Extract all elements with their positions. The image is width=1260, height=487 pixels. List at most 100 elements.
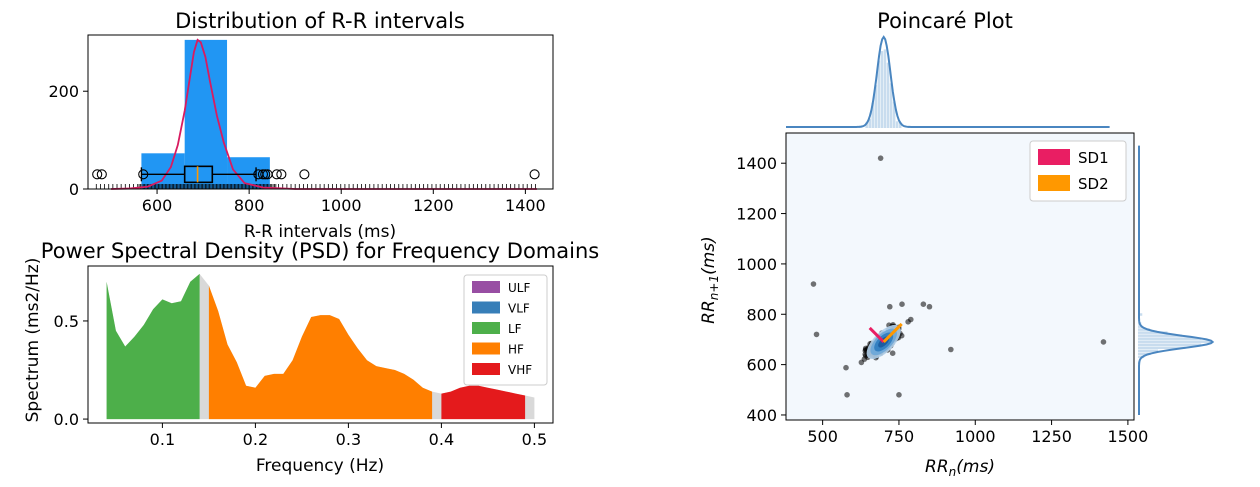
poincare-xlabel: RRn(ms)	[925, 457, 995, 479]
marginal-top-bar	[889, 83, 893, 128]
y-tick-label-4: 1200	[736, 205, 777, 224]
psd-title: Power Spectral Density (PSD) for Frequen…	[41, 239, 599, 263]
poincare-point	[843, 364, 849, 371]
psd-xlabel: Frequency (Hz)	[256, 456, 384, 476]
boxplot-outlier-5	[260, 169, 271, 180]
psd-chart: Power Spectral Density (PSD) for Frequen…	[23, 239, 599, 476]
x-tick-label-1: 0.2	[243, 430, 268, 449]
psd-legend-label-lf: LF	[508, 322, 522, 336]
psd-band-hf	[208, 285, 433, 420]
x-tick-label-3: 1250	[1031, 427, 1072, 446]
poincare-legend-swatch-sd1	[1038, 149, 1070, 165]
boxplot-outlier-8	[276, 169, 287, 180]
marginal-top-bar	[877, 60, 881, 129]
axes-frame	[87, 265, 554, 424]
psd-band-vhf	[441, 385, 526, 420]
poincare-point	[889, 350, 896, 357]
marginal-right-bar	[1138, 346, 1186, 350]
poincare-legend-swatch-sd2	[1038, 175, 1070, 191]
y-tick-label-1: 0.5	[54, 312, 79, 331]
rr-histogram-chart: Distribution of R-R intervals 600 800 1000…	[48, 9, 554, 242]
sd1-arrow	[868, 326, 885, 344]
psd-legend-swatch-vhf	[472, 363, 500, 375]
marginal-right-bar	[1138, 349, 1159, 353]
x-tick-label-4: 1500	[1108, 427, 1149, 446]
poincare-ylabel: RRn+1(ms)	[699, 236, 721, 324]
x-tick-label-0: 0.1	[150, 430, 175, 449]
marginal-top-bar	[880, 51, 884, 128]
marginal-top-bar	[898, 122, 902, 128]
marginal-right-bar	[1138, 325, 1143, 328]
psd-legend-label-vlf: VLF	[508, 302, 530, 316]
marginal-right-bar	[1138, 331, 1168, 334]
x-tick-label-2: 1000	[321, 196, 362, 215]
sd2-arrow	[882, 322, 903, 344]
psd-legend-swatch-hf	[472, 342, 500, 355]
x-tick-label-4: 1400	[505, 196, 546, 215]
poincare-legend-label-sd2: SD2	[1078, 175, 1109, 193]
x-tick-label-3: 1200	[413, 196, 454, 215]
poincare-legend-label-sd1: SD1	[1078, 149, 1109, 167]
boxplot-outlier-4	[257, 169, 269, 180]
y-tick-label-1: 600	[746, 356, 777, 375]
poincare-outlier-1	[810, 281, 817, 287]
y-tick-label-0: 0	[69, 180, 79, 199]
marginal-right-bar	[1138, 352, 1151, 356]
y-tick-label-0: 0.0	[54, 410, 79, 429]
poincare-outlier-2	[813, 331, 820, 338]
poincare-outlier-5	[948, 346, 954, 353]
psd-legend-label-vhf: VHF	[508, 363, 532, 377]
x-tick-label-0: 500	[807, 427, 838, 446]
axes-frame	[87, 34, 554, 190]
x-tick-label-1: 750	[884, 427, 915, 446]
rr-histogram-title: Distribution of R-R intervals	[175, 9, 465, 33]
poincare-outlier-9	[886, 303, 893, 310]
marginal-top-bar	[883, 49, 887, 129]
marginal-right-bar	[1138, 313, 1143, 316]
psd-legend-swatch-ulf	[472, 281, 500, 293]
marginal-right-bar	[1138, 334, 1182, 337]
psd-band-lf	[106, 273, 200, 420]
boxplot-outlier-9	[299, 169, 310, 180]
poincare-outlier-6	[1100, 339, 1107, 345]
marginal-top-bar	[892, 101, 896, 128]
marginal-right	[1138, 145, 1215, 415]
marginal-top-bar	[868, 118, 871, 128]
marginal-top-bar	[874, 85, 878, 128]
poincare-outlier-10	[899, 301, 905, 307]
y-tick-label-0: 400	[746, 406, 777, 425]
psd-legend-swatch-vlf	[472, 301, 500, 314]
x-tick-label-3: 0.4	[429, 430, 454, 449]
rr-histogram-xlabel: R-R intervals (ms)	[244, 222, 396, 242]
marginal-top	[786, 35, 1110, 129]
boxplot-outlier-7	[271, 169, 282, 180]
marginal-right-bar	[1138, 328, 1150, 331]
poincare-outlier-7	[920, 301, 927, 307]
boxplot-box	[183, 165, 214, 184]
y-tick-label-1: 200	[48, 82, 79, 101]
marginal-top-bar	[895, 121, 899, 128]
marginal-top-bar	[886, 62, 890, 128]
poincare-outlier-11	[905, 319, 911, 325]
marginal-top-bar	[865, 122, 868, 128]
poincare-outlier-4	[896, 392, 902, 398]
poincare-point	[858, 359, 865, 366]
poincare-outlier-0	[877, 155, 884, 161]
poincare-title: Poincaré Plot	[877, 9, 1013, 33]
marginal-top-bar	[871, 102, 875, 128]
marginal-top-kde	[786, 35, 1110, 128]
boxplot-outlier-10	[529, 169, 540, 180]
marginal-right-kde	[1138, 145, 1215, 415]
x-tick-label-0: 600	[142, 196, 173, 215]
poincare-outlier-8	[926, 303, 933, 310]
poincare-chart: Poincaré Plot 500 750 1000 1250 1500 400 600 80…	[699, 9, 1215, 479]
x-tick-label-4: 0.5	[522, 430, 547, 449]
psd-ylabel: Spectrum (ms2/Hz)	[23, 258, 43, 423]
axes-frame	[785, 132, 1135, 421]
marginal-right-bar	[1138, 337, 1202, 340]
y-tick-label-5: 1400	[736, 154, 777, 173]
x-tick-label-2: 1000	[955, 427, 996, 446]
marginal-right-bar	[1138, 343, 1202, 346]
y-tick-label-2: 800	[746, 305, 777, 324]
y-tick-label-3: 1000	[736, 255, 777, 274]
